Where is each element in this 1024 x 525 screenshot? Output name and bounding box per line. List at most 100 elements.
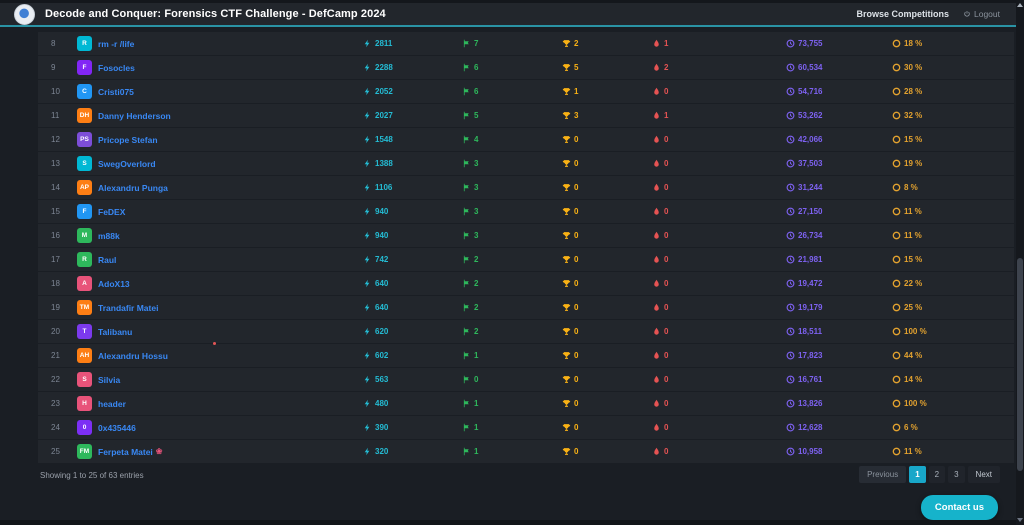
pagination-page-2[interactable]: 2 xyxy=(928,466,946,483)
contact-us-button[interactable]: Contact us xyxy=(920,495,998,520)
time-value: 53,262 xyxy=(798,111,823,120)
rank-cell: 20 xyxy=(51,327,60,336)
table-row: 10 C Cristi075 2052 6 1 0 54,716 28 % xyxy=(38,80,1014,104)
player-name-link[interactable]: Trandafir Matei xyxy=(98,296,161,319)
accuracy-value: 11 % xyxy=(904,447,922,456)
player-name-link[interactable]: Fosocles xyxy=(98,56,138,79)
scrollbar-up-arrow-icon[interactable] xyxy=(1017,3,1023,7)
player-name-link[interactable]: Cristi075 xyxy=(98,80,137,103)
trophies-value: 0 xyxy=(574,303,579,312)
flag-icon xyxy=(463,231,469,240)
avatar: AP xyxy=(77,180,92,195)
flags-cell: 6 xyxy=(462,56,478,79)
player-name-link[interactable]: header xyxy=(98,392,129,415)
player-name-link[interactable]: 0x435446 xyxy=(98,416,139,439)
rank-cell: 19 xyxy=(51,303,60,312)
score-value: 602 xyxy=(375,351,389,360)
bloods-value: 0 xyxy=(664,183,669,192)
accuracy-cell: 100 % xyxy=(892,320,927,343)
player-name-link[interactable]: SwegOverlord xyxy=(98,152,159,175)
trophies-cell: 0 xyxy=(562,224,578,247)
coin-icon xyxy=(892,183,901,192)
bloods-cell: 0 xyxy=(652,80,668,103)
bloods-value: 0 xyxy=(664,87,669,96)
player-name-link[interactable]: Talibanu xyxy=(98,320,135,343)
time-cell: 17,823 xyxy=(786,344,822,367)
rank-cell: 18 xyxy=(51,279,60,288)
score-value: 1548 xyxy=(375,135,393,144)
blood-drop-icon xyxy=(654,399,659,407)
avatar: FM xyxy=(77,444,92,459)
rank-cell: 24 xyxy=(51,423,60,432)
flag-icon xyxy=(463,279,469,288)
bloods-cell: 2 xyxy=(652,56,668,79)
trophy-icon xyxy=(562,232,571,239)
score-value: 1388 xyxy=(375,159,393,168)
trophy-icon xyxy=(562,40,571,47)
accuracy-value: 14 % xyxy=(904,375,923,384)
coin-icon xyxy=(892,135,901,144)
avatar: F xyxy=(77,204,92,219)
trophy-icon xyxy=(562,424,571,431)
pagination-next[interactable]: Next xyxy=(967,466,1000,483)
avatar: F xyxy=(77,60,92,75)
score-cell: 620 xyxy=(363,320,388,343)
table-row: 11 DH Danny Henderson 2027 5 3 1 53,262 … xyxy=(38,104,1014,128)
coin-icon xyxy=(892,375,901,384)
table-row: 21 AH Alexandru Hossu 602 1 0 0 17,823 4… xyxy=(38,344,1014,368)
accuracy-cell: 100 % xyxy=(892,392,927,415)
player-name-link[interactable]: Pricope Stefan xyxy=(98,128,161,151)
score-cell: 480 xyxy=(363,392,388,415)
player-name-link[interactable]: Ferpeta Matei ❀ xyxy=(98,440,163,463)
trophy-icon xyxy=(562,304,571,311)
player-name: Alexandru Hossu xyxy=(98,350,168,361)
browse-competitions-link[interactable]: Browse Competitions xyxy=(856,9,949,19)
flags-cell: 1 xyxy=(462,440,478,463)
player-name-link[interactable]: AdoX13 xyxy=(98,272,133,295)
flags-cell: 3 xyxy=(462,200,478,223)
clock-icon xyxy=(786,231,795,240)
player-name: Cristi075 xyxy=(98,86,134,97)
player-name-link[interactable]: FeDEX xyxy=(98,200,128,223)
pagination-page-3[interactable]: 3 xyxy=(948,466,965,483)
accuracy-cell: 6 % xyxy=(892,416,918,439)
lightning-icon xyxy=(364,303,370,312)
player-name-link[interactable]: m88k xyxy=(98,224,123,247)
pagination-previous[interactable]: Previous xyxy=(859,466,907,483)
accuracy-cell: 11 % xyxy=(892,440,922,463)
player-name-link[interactable]: Alexandru Hossu xyxy=(98,344,171,367)
player-name-link[interactable]: Raul xyxy=(98,248,119,271)
clock-icon xyxy=(786,111,795,120)
scrollbar-down-arrow-icon[interactable] xyxy=(1017,518,1023,522)
table-row: 22 S Silvia 563 0 0 0 16,761 14 % xyxy=(38,368,1014,392)
score-cell: 1388 xyxy=(363,152,393,175)
trophies-value: 5 xyxy=(574,63,579,72)
player-name-link[interactable]: rm -r /life xyxy=(98,32,137,55)
pagination-page-1[interactable]: 1 xyxy=(909,466,926,483)
scoreboard-table: 8 R rm -r /life 2811 7 2 1 73,755 18 % 9 xyxy=(38,32,1014,464)
avatar: DH xyxy=(77,108,92,123)
time-value: 27,150 xyxy=(798,207,823,216)
player-name-link[interactable]: Alexandru Punga xyxy=(98,176,171,199)
scrollbar-thumb[interactable] xyxy=(1017,258,1023,471)
player-name: Raul xyxy=(98,254,117,265)
player-name-link[interactable]: Silvia xyxy=(98,368,123,391)
time-cell: 53,262 xyxy=(786,104,822,127)
score-cell: 742 xyxy=(363,248,388,271)
avatar: AH xyxy=(77,348,92,363)
avatar: 0 xyxy=(77,420,92,435)
clock-icon xyxy=(786,135,795,144)
lightning-icon xyxy=(364,351,370,360)
player-name: Alexandru Punga xyxy=(98,182,168,193)
flags-value: 2 xyxy=(474,327,479,336)
score-cell: 563 xyxy=(363,368,388,391)
trophies-cell: 0 xyxy=(562,200,578,223)
bottom-bar xyxy=(0,520,1016,525)
vertical-scrollbar[interactable] xyxy=(1016,0,1024,525)
trophy-icon xyxy=(562,328,571,335)
time-value: 37,503 xyxy=(798,159,823,168)
logout-button[interactable]: Logout xyxy=(963,9,1000,19)
player-name-link[interactable]: Danny Henderson xyxy=(98,104,174,127)
accuracy-value: 22 % xyxy=(904,279,923,288)
